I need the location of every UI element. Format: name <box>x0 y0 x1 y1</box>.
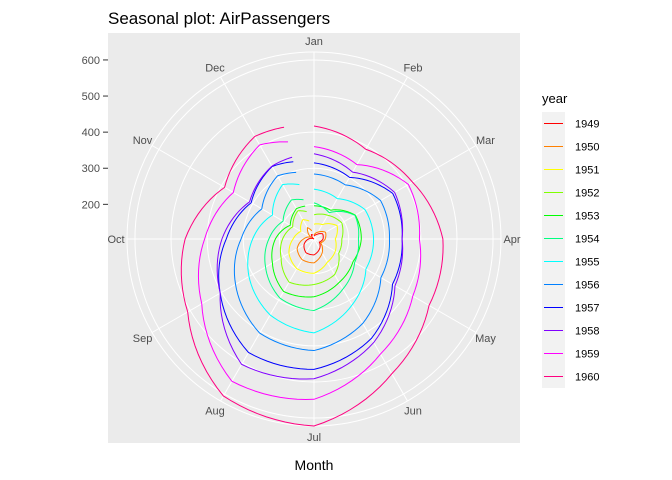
legend-label-1953: 1953 <box>575 211 599 223</box>
chart-title: Seasonal plot: AirPassengers <box>108 9 330 28</box>
month-label-jun: Jun <box>404 405 422 417</box>
legend-label-1949: 1949 <box>575 119 599 131</box>
series-line-1950 <box>296 226 327 264</box>
x-axis-title: Month <box>295 457 334 473</box>
legend-label-1950: 1950 <box>575 142 599 154</box>
legend-label-1958: 1958 <box>575 326 599 338</box>
legend-label-1952: 1952 <box>575 188 599 200</box>
month-label-may: May <box>475 333 496 345</box>
series-line-1959 <box>197 141 422 400</box>
series-line-1951 <box>288 219 338 274</box>
month-label-nov: Nov <box>133 135 153 147</box>
month-label-dec: Dec <box>205 63 225 75</box>
month-label-jan: Jan <box>305 36 323 48</box>
legend-label-1960: 1960 <box>575 372 599 384</box>
legend-label-1957: 1957 <box>575 303 599 315</box>
series-lines <box>180 125 444 427</box>
month-axis: Jan Feb Mar Apr May Jun Jul Aug Sep Oct Nov Dec <box>107 36 520 444</box>
series-line-1952 <box>279 210 344 286</box>
legend-title: year <box>542 91 568 106</box>
series-line-1957 <box>218 161 403 370</box>
r-tick-label-600: 600 <box>82 55 100 67</box>
month-label-oct: Oct <box>107 234 124 246</box>
legend-label-1959: 1959 <box>575 349 599 361</box>
r-tick-label-200: 200 <box>82 199 100 211</box>
series-line-1954 <box>264 198 360 311</box>
r-tick-label-300: 300 <box>82 163 100 175</box>
r-tick-label-400: 400 <box>82 127 100 139</box>
legend: year 1949 1950 1951 1952 1953 1954 1955 1956 195… <box>542 91 599 388</box>
radial-axis: 200 300 400 500 600 <box>82 55 108 211</box>
month-label-sep: Sep <box>133 333 153 345</box>
grid-spoke-feb <box>313 76 408 240</box>
series-line-1956 <box>233 171 391 352</box>
series-line-1958 <box>216 153 404 380</box>
series-line-1955 <box>247 183 375 334</box>
month-label-mar: Mar <box>476 135 495 147</box>
grid-spoke-dec <box>220 76 315 240</box>
legend-label-1954: 1954 <box>575 234 599 246</box>
r-tick-label-500: 500 <box>82 91 100 103</box>
month-label-feb: Feb <box>404 63 423 75</box>
series-line-1949 <box>303 233 324 256</box>
grid-spoke-aug <box>220 238 315 402</box>
legend-label-1955: 1955 <box>575 257 599 269</box>
grid-spoke-sep <box>151 238 315 333</box>
series-line-1960 <box>180 125 444 427</box>
month-label-jul: Jul <box>307 432 321 444</box>
month-label-apr: Apr <box>503 234 520 246</box>
legend-label-1956: 1956 <box>575 280 599 292</box>
legend-label-1951: 1951 <box>575 165 599 177</box>
month-label-aug: Aug <box>205 405 225 417</box>
